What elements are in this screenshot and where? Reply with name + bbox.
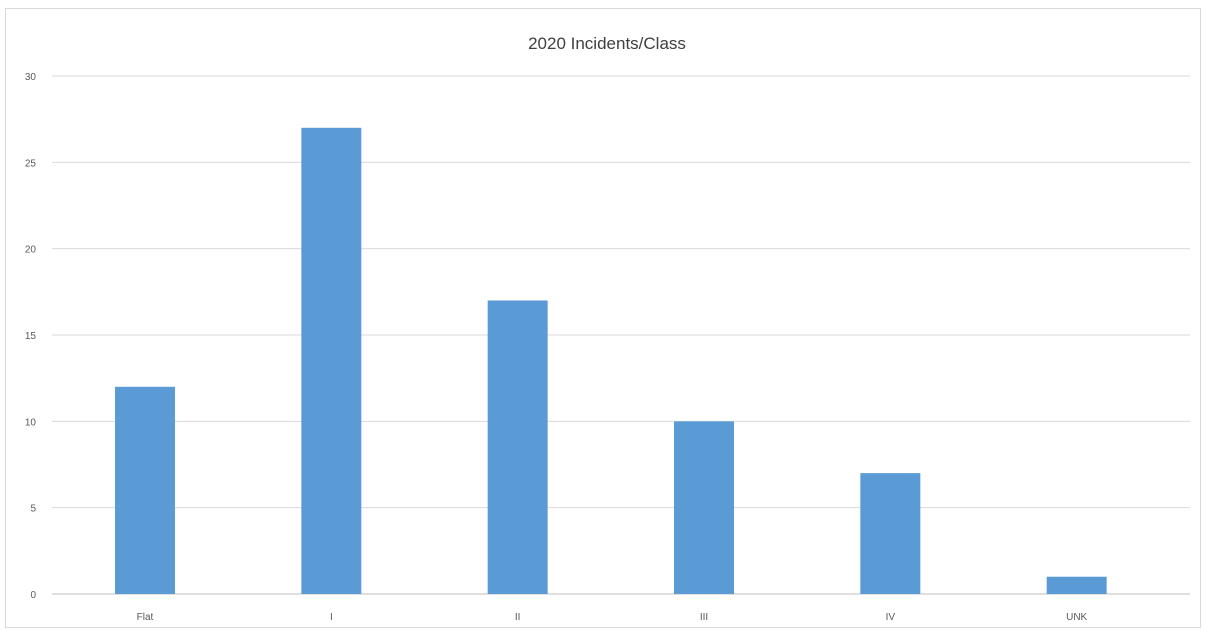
bar-i [301, 127, 362, 595]
x-tick-label: I [330, 612, 333, 623]
y-tick-label: 30 [25, 72, 37, 83]
bars [115, 127, 1107, 595]
x-tick-label: II [515, 612, 521, 623]
bar-ii [487, 300, 548, 594]
x-tick-label: IV [886, 612, 896, 623]
chart-title: 2020 Incidents/Class [528, 34, 686, 53]
x-tick-label: UNK [1066, 612, 1087, 623]
bar-unk [1046, 576, 1107, 594]
y-tick-label: 10 [25, 417, 37, 428]
bar-iv [860, 473, 921, 594]
x-axis-ticks: Flat I II III IV UNK [137, 612, 1088, 623]
gridlines [52, 75, 1190, 595]
x-tick-label: Flat [137, 612, 154, 623]
y-tick-label: 20 [25, 245, 37, 256]
chart-frame [5, 8, 1201, 628]
y-tick-label: 5 [30, 504, 36, 515]
y-axis-ticks: 0 5 10 15 20 25 30 [25, 72, 37, 601]
y-tick-label: 25 [25, 158, 37, 169]
y-tick-label: 0 [30, 590, 36, 601]
bar-flat [115, 386, 175, 594]
bar-iii [674, 421, 734, 594]
y-tick-label: 15 [25, 331, 37, 342]
x-tick-label: III [700, 612, 708, 623]
